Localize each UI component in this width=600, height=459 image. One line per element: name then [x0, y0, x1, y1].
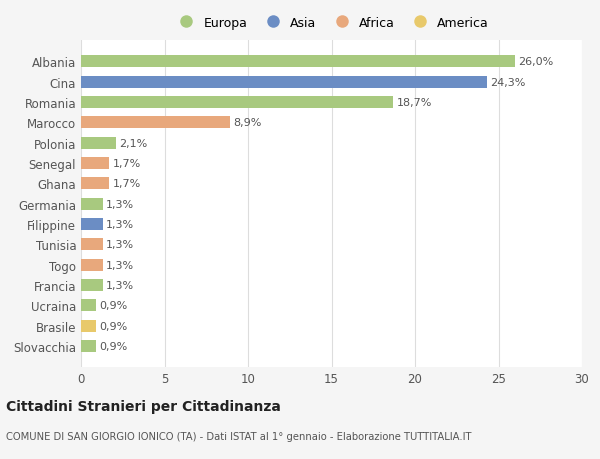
Text: 2,1%: 2,1% — [119, 139, 148, 148]
Bar — [81, 178, 109, 190]
Bar — [81, 198, 103, 210]
Bar — [81, 280, 103, 291]
Text: 18,7%: 18,7% — [397, 98, 432, 108]
Text: Cittadini Stranieri per Cittadinanza: Cittadini Stranieri per Cittadinanza — [6, 399, 281, 413]
Bar — [81, 340, 96, 353]
Text: 1,3%: 1,3% — [106, 240, 134, 250]
Text: 1,7%: 1,7% — [113, 159, 141, 168]
Bar — [81, 320, 96, 332]
Bar — [81, 218, 103, 230]
Legend: Europa, Asia, Africa, America: Europa, Asia, Africa, America — [169, 11, 494, 34]
Text: 26,0%: 26,0% — [518, 57, 554, 67]
Text: 1,3%: 1,3% — [106, 199, 134, 209]
Text: 0,9%: 0,9% — [100, 301, 128, 311]
Text: 1,3%: 1,3% — [106, 219, 134, 230]
Text: 1,3%: 1,3% — [106, 260, 134, 270]
Text: 24,3%: 24,3% — [490, 78, 526, 88]
Text: 1,3%: 1,3% — [106, 280, 134, 291]
Bar — [81, 259, 103, 271]
Text: COMUNE DI SAN GIORGIO IONICO (TA) - Dati ISTAT al 1° gennaio - Elaborazione TUTT: COMUNE DI SAN GIORGIO IONICO (TA) - Dati… — [6, 431, 472, 442]
Text: 8,9%: 8,9% — [233, 118, 262, 128]
Bar — [81, 137, 116, 150]
Text: 0,9%: 0,9% — [100, 321, 128, 331]
Bar — [81, 117, 230, 129]
Bar — [81, 239, 103, 251]
Bar — [81, 56, 515, 68]
Bar — [81, 300, 96, 312]
Text: 1,7%: 1,7% — [113, 179, 141, 189]
Bar — [81, 76, 487, 89]
Bar — [81, 157, 109, 170]
Text: 0,9%: 0,9% — [100, 341, 128, 351]
Bar — [81, 97, 393, 109]
